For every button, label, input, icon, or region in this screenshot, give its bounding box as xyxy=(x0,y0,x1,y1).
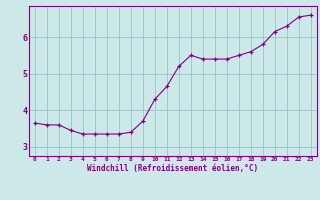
X-axis label: Windchill (Refroidissement éolien,°C): Windchill (Refroidissement éolien,°C) xyxy=(87,164,258,173)
